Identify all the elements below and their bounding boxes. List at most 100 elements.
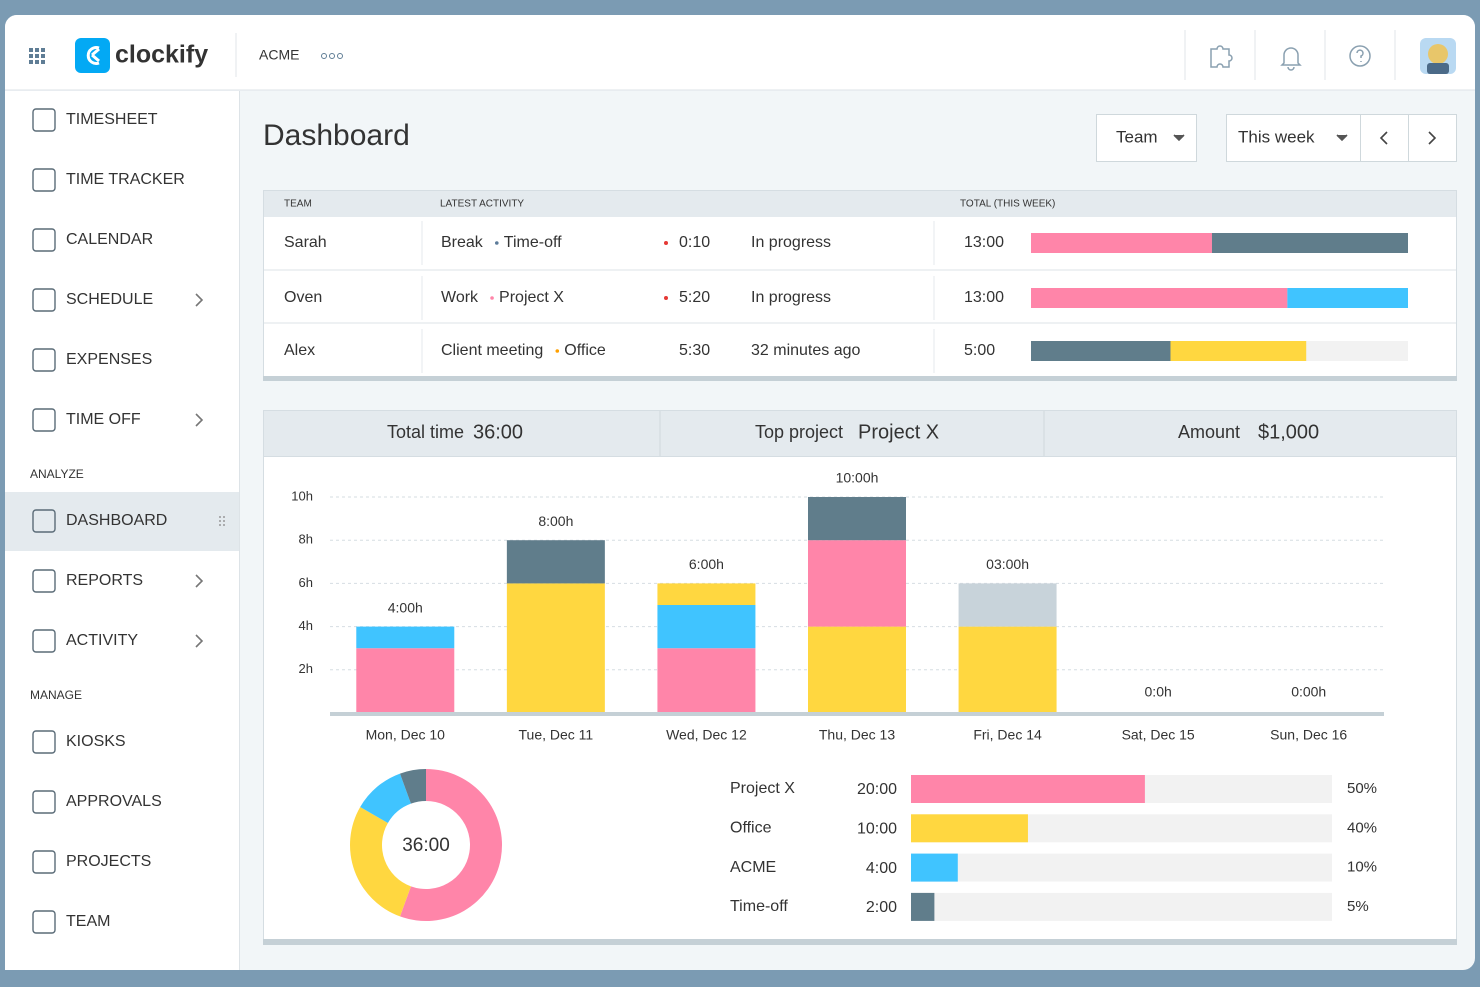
- week-total: 13:00: [964, 289, 1004, 306]
- x-tick-label: Wed, Dec 12: [666, 727, 747, 743]
- chevron-icon: [195, 293, 204, 307]
- x-tick-label: Thu, Dec 13: [819, 727, 895, 743]
- y-tick-label: 8h: [299, 532, 313, 547]
- sidebar-item[interactable]: TIME TRACKER: [66, 171, 185, 188]
- notifications-icon[interactable]: [1280, 47, 1302, 71]
- more-dot[interactable]: [337, 53, 343, 59]
- logo-glyph: [86, 46, 100, 65]
- apps-dot[interactable]: [41, 48, 45, 52]
- sidebar-item[interactable]: REPORTS: [66, 572, 143, 589]
- bar-total-label: 10:00h: [836, 470, 879, 486]
- project-hours: 10:00: [857, 821, 897, 838]
- apps-dot[interactable]: [35, 60, 39, 64]
- chevron-icon: [195, 574, 204, 588]
- y-tick-label: 6h: [299, 575, 313, 590]
- workspace-name[interactable]: ACME: [259, 47, 299, 63]
- sidebar-item[interactable]: TEAM: [66, 913, 110, 930]
- project-name: Office: [730, 820, 772, 837]
- apps-dot[interactable]: [29, 60, 33, 64]
- filter-label: This week: [1238, 127, 1315, 146]
- bar-total-label: 0:0h: [1145, 684, 1172, 700]
- bar-segment: [808, 540, 906, 627]
- member-name[interactable]: Sarah: [284, 234, 327, 251]
- sidebar-item[interactable]: KIOSKS: [66, 733, 126, 750]
- activity-duration: 5:30: [679, 342, 710, 359]
- running-dot: [664, 296, 668, 300]
- sidebar-item[interactable]: TIME OFF: [66, 411, 141, 428]
- member-name[interactable]: Alex: [284, 342, 315, 359]
- apps-dot[interactable]: [41, 60, 45, 64]
- activity-description: Break: [441, 234, 484, 251]
- sidebar-item[interactable]: ACTIVITY: [66, 632, 138, 649]
- bar-segment: [657, 605, 756, 649]
- project-bar: [911, 775, 1145, 803]
- drag-handle-dot: [223, 516, 225, 518]
- sidebar-section-label: ANALYZE: [30, 467, 84, 481]
- activity-status: In progress: [751, 234, 831, 251]
- x-tick-label: Mon, Dec 10: [366, 727, 446, 743]
- project-percent: 50%: [1347, 780, 1377, 797]
- project-hours: 4:00: [866, 860, 897, 877]
- bar-segment: [356, 626, 455, 649]
- chevron-icon: [1428, 131, 1437, 145]
- more-dot[interactable]: [321, 53, 327, 59]
- more-dot[interactable]: [329, 53, 335, 59]
- sidebar-item[interactable]: DASHBOARD: [66, 512, 167, 529]
- sidebar-icon: [32, 228, 56, 252]
- project-percent: 5%: [1347, 898, 1369, 915]
- project-hours: 2:00: [866, 899, 897, 916]
- bar-segment: [958, 583, 1057, 627]
- apps-dot[interactable]: [29, 54, 33, 58]
- project-hours: 20:00: [857, 781, 897, 798]
- sidebar-icon: [32, 790, 56, 814]
- apps-dot[interactable]: [35, 48, 39, 52]
- sidebar-item[interactable]: CALENDAR: [66, 231, 153, 248]
- drag-handle-dot: [223, 520, 225, 522]
- x-tick-label: Tue, Dec 11: [519, 727, 594, 743]
- x-tick-label: Fri, Dec 14: [973, 727, 1042, 743]
- project-percent: 40%: [1347, 819, 1377, 836]
- project-name: Time-off: [730, 898, 788, 915]
- sidebar-item[interactable]: APPROVALS: [66, 793, 162, 810]
- donut-slice: [400, 769, 503, 921]
- project-bar: [911, 814, 1028, 843]
- bar-segment: [657, 648, 756, 713]
- sidebar-item[interactable]: EXPENSES: [66, 351, 152, 368]
- activity-status: In progress: [751, 289, 831, 306]
- avatar-face: [1428, 44, 1448, 64]
- apps-dot[interactable]: [35, 54, 39, 58]
- column-header: TEAM: [284, 199, 312, 210]
- help-icon[interactable]: [1349, 45, 1371, 67]
- summary-value: Project X: [858, 421, 939, 443]
- bar-segment: [506, 583, 605, 713]
- member-name[interactable]: Oven: [284, 289, 322, 306]
- chevron-icon: [195, 634, 204, 648]
- apps-dot[interactable]: [41, 54, 45, 58]
- period-nav-button[interactable]: [1408, 114, 1457, 162]
- bar-total-label: 8:00h: [538, 513, 573, 529]
- team-table-bottom: [263, 376, 1457, 381]
- activity-duration: 5:20: [679, 289, 710, 306]
- x-axis-baseline: [330, 712, 1384, 716]
- drag-handle-dot: [219, 520, 221, 522]
- sidebar-item[interactable]: PROJECTS: [66, 853, 151, 870]
- donut-center-label: 36:00: [402, 835, 450, 856]
- sidebar-icon: [32, 730, 56, 754]
- sidebar-item[interactable]: TIMESHEET: [66, 111, 158, 128]
- extensions-icon[interactable]: [1210, 45, 1233, 68]
- project-bar-track: [911, 892, 1332, 921]
- sidebar-icon: [32, 348, 56, 372]
- column-header: LATEST ACTIVITY: [440, 199, 524, 210]
- period-nav-button[interactable]: [1360, 114, 1409, 162]
- week-total: 13:00: [964, 234, 1004, 251]
- apps-dot[interactable]: [29, 48, 33, 52]
- top-bar: [5, 15, 1475, 90]
- total-bar-segment: [1031, 341, 1171, 361]
- activity-duration: 0:10: [679, 234, 710, 251]
- running-dot: [664, 241, 668, 245]
- project-percent: 10%: [1347, 859, 1377, 876]
- drag-handle-dot: [219, 524, 221, 526]
- sidebar-item[interactable]: SCHEDULE: [66, 291, 153, 308]
